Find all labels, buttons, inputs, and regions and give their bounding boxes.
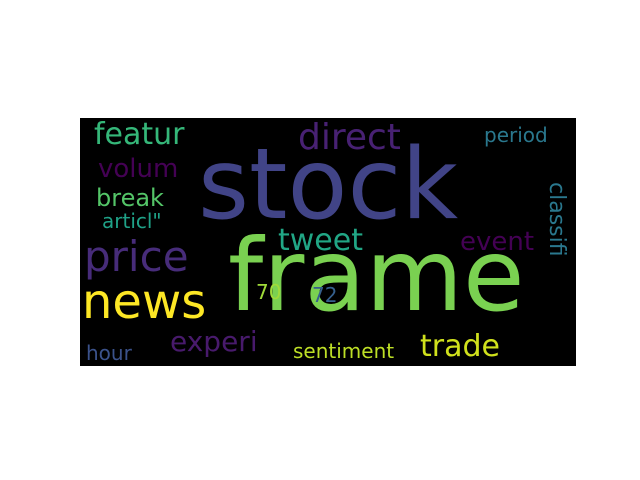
word-event: event [460, 227, 535, 257]
word-tweet: tweet [278, 223, 363, 258]
word-direct: direct [298, 118, 401, 158]
word-70: 70 [256, 280, 282, 304]
word-frame: frame [228, 217, 525, 334]
word-72: 72 [312, 283, 338, 307]
word-classifi: classifi [544, 182, 569, 257]
word-hour: hour [86, 341, 132, 365]
word-news: news [82, 274, 207, 330]
word-period: period [484, 123, 548, 147]
word-break: break [96, 184, 164, 212]
word-volum: volum [98, 154, 179, 184]
word-sentiment: sentiment [293, 339, 395, 363]
word-experi: experi [170, 325, 258, 358]
word-featur: featur [94, 118, 185, 152]
word-stock: stock [198, 128, 459, 242]
word-cloud: stock frame news price direct featur vol… [80, 118, 576, 366]
word-articl: articl" [102, 209, 162, 233]
word-price: price [84, 232, 189, 281]
word-trade: trade [420, 329, 500, 364]
